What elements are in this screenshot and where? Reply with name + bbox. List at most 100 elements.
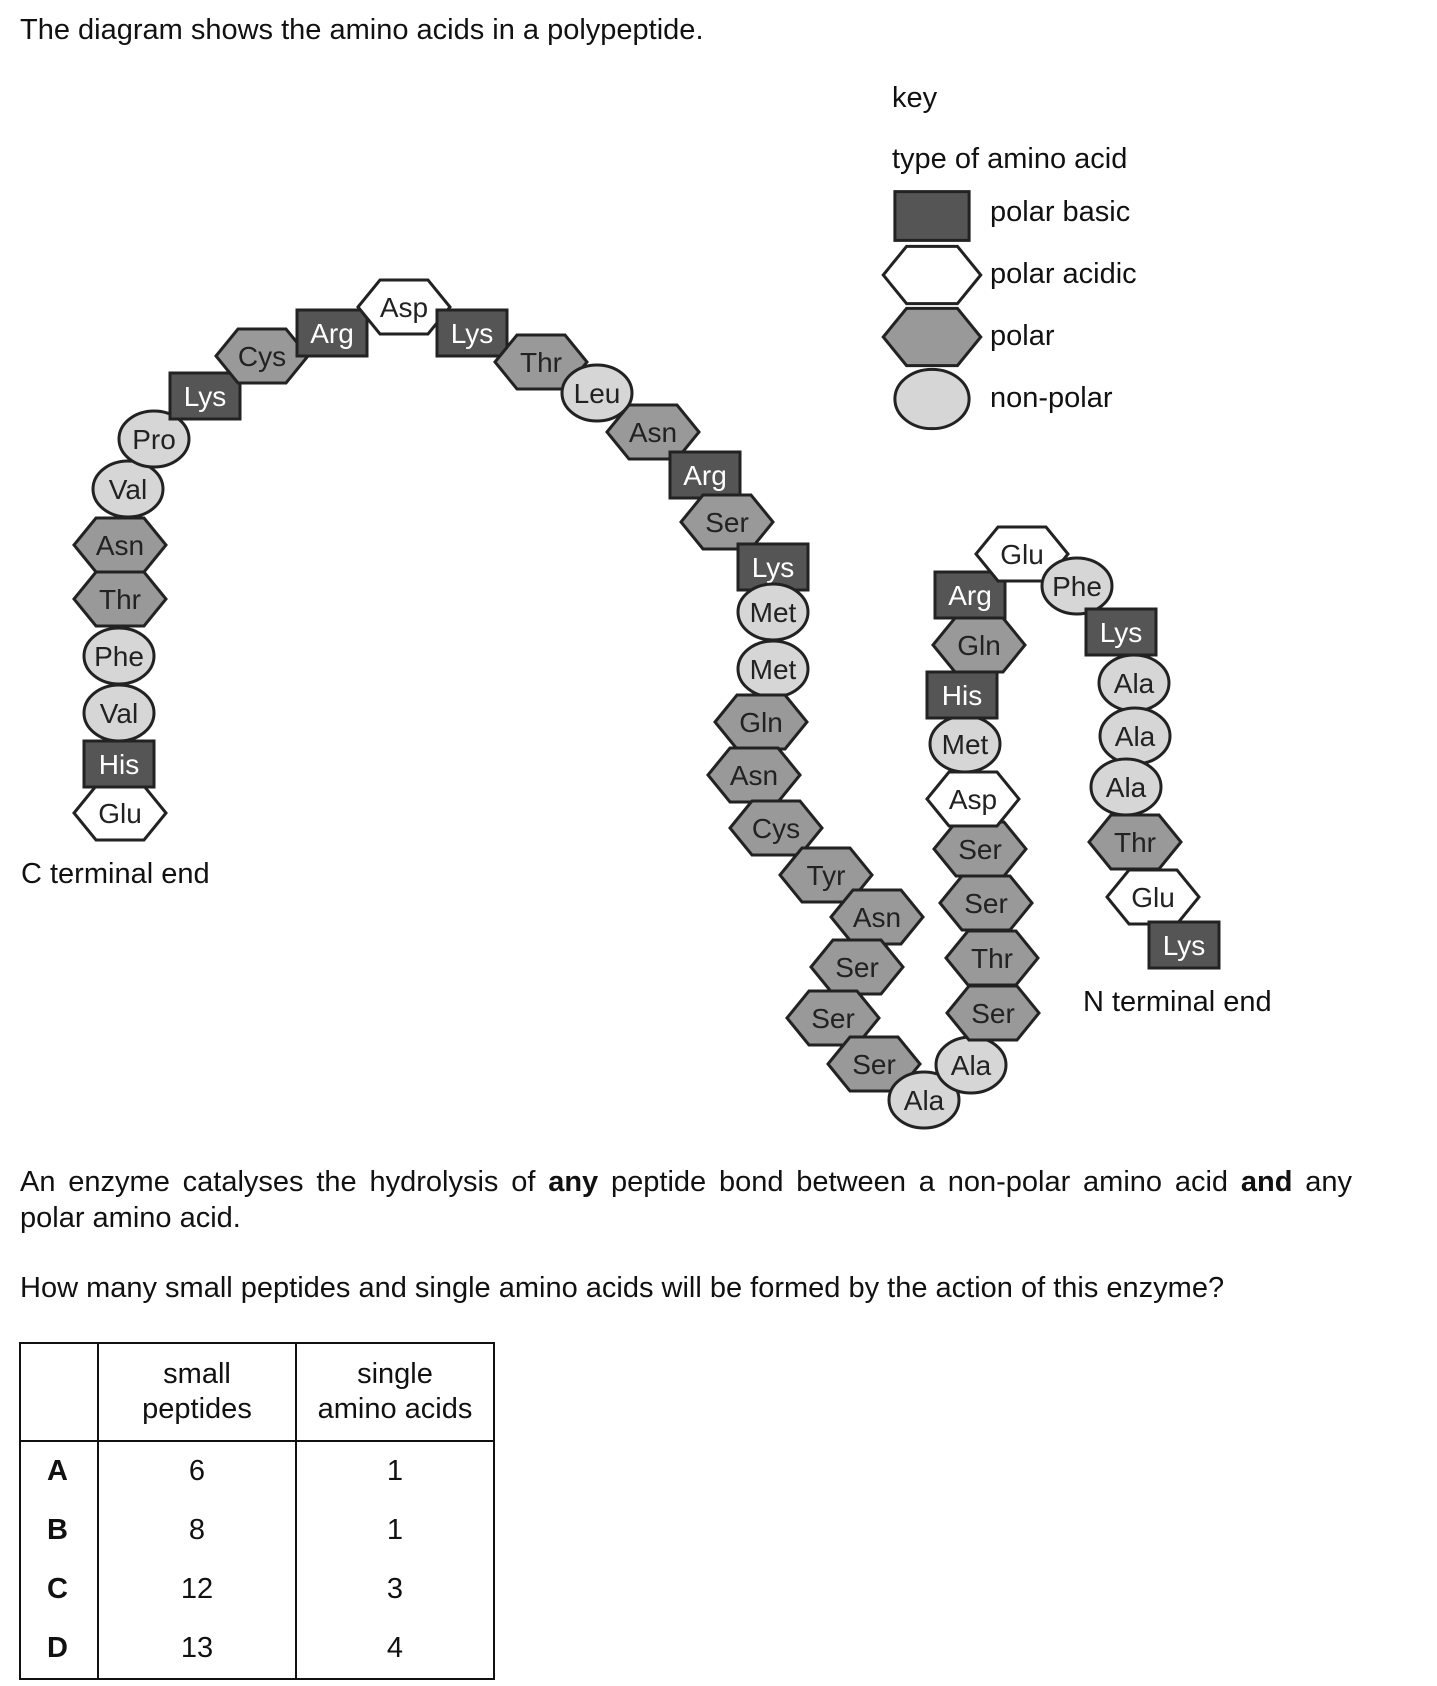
nonpolar-shape: [82, 626, 156, 686]
single-amino-acids-value: 1: [295, 1501, 495, 1560]
amino-acid-label: Asn: [629, 417, 677, 448]
c-terminal-label: C terminal end: [21, 858, 210, 890]
acidic-shape: [974, 525, 1070, 583]
nonpolar-shape: [1040, 556, 1114, 616]
amino-acid-label: Phe: [1052, 571, 1102, 602]
amino-acid-label: His: [99, 749, 139, 780]
amino-acid-nonpolar: Pro: [117, 409, 191, 469]
key-label-non-polar: non-polar: [990, 382, 1113, 414]
nonpolar-shape: [117, 409, 191, 469]
amino-acid-basic: Lys: [1084, 607, 1158, 657]
option-letter: C: [19, 1560, 99, 1619]
amino-acid-label: Lys: [752, 552, 795, 583]
amino-acid-basic: Arg: [668, 450, 742, 500]
amino-acid-acidic: Glu: [1105, 868, 1201, 926]
amino-acid-basic: Lys: [168, 371, 242, 421]
acidic-shape: [356, 278, 452, 336]
key-symbol-polar: [881, 306, 983, 368]
polar-shape: [605, 403, 701, 461]
basic-shape: [295, 308, 369, 358]
amino-acid-label: Glu: [1000, 539, 1044, 570]
basic-shape: [168, 371, 242, 421]
amino-acid-nonpolar: Ala: [1098, 706, 1172, 766]
amino-acid-label: Thr: [1114, 827, 1156, 858]
basic-shape: [435, 308, 509, 358]
table-row-b[interactable]: B 8 1: [19, 1501, 495, 1560]
amino-acid-label: Ser: [964, 888, 1008, 919]
amino-acid-chain: Glu His Val Phe Thr Asn Val Pro Lys Cys Arg Asp Lys T…: [72, 278, 1221, 1130]
table-row-d[interactable]: D 13 4: [19, 1619, 495, 1679]
amino-acid-label: Thr: [99, 584, 141, 615]
amino-acid-label: Phe: [94, 641, 144, 672]
nonpolar-shape: [560, 363, 634, 423]
small-peptides-value: 12: [97, 1560, 297, 1619]
amino-acid-basic: Lys: [1147, 920, 1221, 970]
amino-acid-nonpolar: Ala: [1097, 653, 1171, 713]
table-row-a[interactable]: A 6 1: [19, 1441, 495, 1501]
amino-acid-label: Gln: [957, 630, 1001, 661]
basic-shape: [1084, 607, 1158, 657]
key-title: key: [892, 82, 938, 114]
amino-acid-polar: Ser: [938, 874, 1034, 932]
amino-acid-basic: Arg: [933, 570, 1007, 620]
amino-acid-nonpolar: Phe: [82, 626, 156, 686]
amino-acid-label: His: [942, 680, 982, 711]
amino-acid-label: Arg: [310, 318, 354, 349]
amino-acid-label: Cys: [238, 341, 286, 372]
amino-acid-polar: Cys: [728, 799, 824, 857]
amino-acid-label: Ser: [835, 952, 879, 983]
amino-acid-basic: His: [925, 670, 999, 720]
amino-acid-label: Ser: [811, 1003, 855, 1034]
small-peptides-value: 6: [97, 1441, 297, 1501]
amino-acid-polar: Thr: [1087, 813, 1183, 871]
amino-acid-label: Lys: [1163, 930, 1206, 961]
small-peptides-value: 13: [97, 1619, 297, 1679]
amino-acid-label: Met: [750, 597, 797, 628]
basic-shape: [925, 670, 999, 720]
amino-acid-label: Leu: [574, 378, 621, 409]
amino-acid-label: Ala: [1114, 668, 1155, 699]
key-label-polar-basic: polar basic: [990, 196, 1131, 228]
polar-shape: [778, 846, 874, 904]
amino-acid-polar: Thr: [72, 570, 168, 628]
key-subtitle: type of amino acid: [892, 143, 1128, 175]
amino-acid-acidic: Glu: [974, 525, 1070, 583]
amino-acid-polar: Asn: [72, 516, 168, 574]
polar-shape: [493, 333, 589, 391]
amino-acid-label: Asp: [949, 784, 997, 815]
amino-acid-polar: Ser: [809, 938, 905, 996]
amino-acid-label: Arg: [683, 460, 727, 491]
amino-acid-label: Asp: [380, 292, 428, 323]
amino-acid-label: Glu: [1131, 882, 1175, 913]
amino-acid-basic: His: [82, 739, 156, 789]
basic-shape: [933, 570, 1007, 620]
polar-shape: [72, 516, 168, 574]
option-letter: A: [19, 1441, 99, 1501]
amino-acid-label: Asn: [853, 902, 901, 933]
amino-acid-label: Ala: [1115, 721, 1156, 752]
amino-acid-nonpolar: Phe: [1040, 556, 1114, 616]
amino-acid-label: Arg: [948, 580, 992, 611]
small-peptides-value: 8: [97, 1501, 297, 1560]
amino-acid-nonpolar: Met: [928, 714, 1002, 774]
amino-acid-nonpolar: Met: [736, 582, 810, 642]
amino-acid-acidic: Asp: [356, 278, 452, 336]
option-letter: B: [19, 1501, 99, 1560]
amino-acid-nonpolar: Val: [91, 459, 165, 519]
amino-acid-acidic: Glu: [72, 784, 168, 842]
amino-acid-label: Met: [750, 654, 797, 685]
amino-acid-acidic: Asp: [925, 770, 1021, 828]
basic-shape: [668, 450, 742, 500]
polar-shape: [826, 1035, 922, 1093]
table-row-c[interactable]: C 12 3: [19, 1560, 495, 1619]
table-header-blank: [19, 1343, 99, 1442]
amino-acid-label: Cys: [752, 813, 800, 844]
acidic-shape: [925, 770, 1021, 828]
question-paragraph: An enzyme catalyses the hydrolysis of an…: [20, 1166, 1352, 1234]
amino-acid-polar: Ser: [679, 493, 775, 551]
amino-acid-polar: Asn: [829, 888, 925, 946]
amino-acid-basic: Arg: [295, 308, 369, 358]
amino-acid-label: Met: [942, 729, 989, 760]
amino-acid-label: Ser: [971, 998, 1015, 1029]
